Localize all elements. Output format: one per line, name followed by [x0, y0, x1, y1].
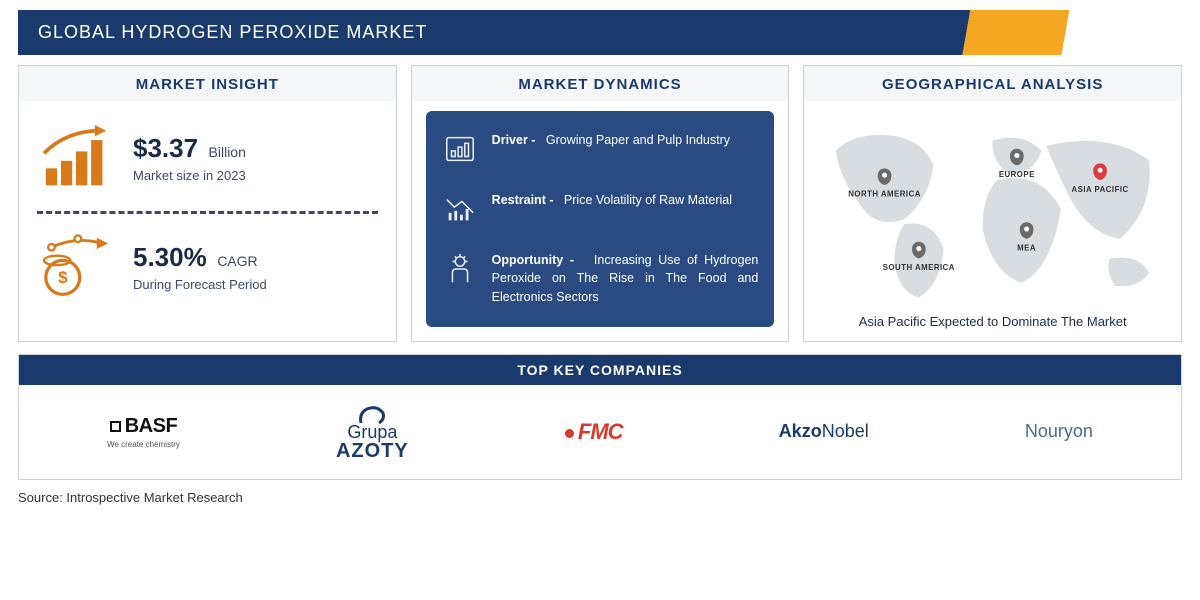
- grupa-bot: AZOTY: [336, 441, 409, 461]
- driver-label: Driver -: [492, 133, 536, 147]
- panels-row: MARKET INSIGHT $3.37 Bill: [18, 65, 1182, 342]
- map-pin-south-america: SOUTH AMERICA: [883, 242, 955, 272]
- cagr-value: 5.30%: [133, 242, 207, 272]
- cagr-sub: During Forecast Period: [133, 277, 267, 292]
- logo-fmc: FMC: [565, 419, 623, 445]
- insight-market-size-text: $3.37 Billion Market size in 2023: [133, 133, 246, 183]
- svg-text:NORTH AMERICA: NORTH AMERICA: [849, 190, 922, 199]
- driver-desc: Growing Paper and Pulp Industry: [546, 133, 730, 147]
- basf-tagline: We create chemistry: [107, 440, 180, 449]
- restraint-text: Restraint - Price Volatility of Raw Mate…: [492, 191, 732, 210]
- logo-grupa-azoty: Grupa AZOTY: [336, 403, 409, 461]
- logo-akzonobel: AkzoNobel: [779, 421, 869, 442]
- header-accent: [922, 10, 1182, 55]
- cagr-unit: CAGR: [217, 253, 257, 269]
- svg-text:MEA: MEA: [1018, 244, 1037, 253]
- world-map: NORTH AMERICA SOUTH AMERICA EUROPE MEA ASIA …: [816, 109, 1169, 310]
- companies-title: TOP KEY COMPANIES: [19, 355, 1181, 385]
- insight-cagr-text: 5.30% CAGR During Forecast Period: [133, 242, 267, 292]
- svg-text:EUROPE: EUROPE: [999, 170, 1035, 179]
- opportunity-icon: [442, 251, 478, 287]
- driver-text: Driver - Growing Paper and Pulp Industry: [492, 131, 730, 150]
- cagr-icon: $: [37, 234, 115, 300]
- insight-body: $3.37 Billion Market size in 2023 $: [19, 101, 396, 328]
- dynamics-restraint: Restraint - Price Volatility of Raw Mate…: [442, 191, 759, 227]
- restraint-icon: [442, 191, 478, 227]
- header-title: GLOBAL HYDROGEN PEROXIDE MARKET: [38, 22, 427, 42]
- restraint-desc: Price Volatility of Raw Material: [564, 193, 732, 207]
- grupa-top: Grupa: [347, 423, 397, 441]
- insight-market-size: $3.37 Billion Market size in 2023: [37, 111, 378, 205]
- svg-text:ASIA PACIFIC: ASIA PACIFIC: [1072, 185, 1129, 194]
- panel-dynamics: MARKET DYNAMICS Driver - Growing Paper a…: [411, 65, 790, 342]
- growth-chart-icon: [37, 125, 115, 191]
- market-size-sub: Market size in 2023: [133, 168, 246, 183]
- market-size-value: $3.37: [133, 133, 198, 163]
- panel-geo: GEOGRAPHICAL ANALYSIS NORTH AMERICA SOUTH…: [803, 65, 1182, 342]
- nouryon-name: Nouryon: [1025, 421, 1093, 442]
- driver-icon: [442, 131, 478, 167]
- company-logos: BASF We create chemistry Grupa AZOTY FMC…: [19, 385, 1181, 479]
- fmc-name: FMC: [578, 419, 623, 444]
- dynamics-driver: Driver - Growing Paper and Pulp Industry: [442, 131, 759, 167]
- panel-companies: TOP KEY COMPANIES BASF We create chemist…: [18, 354, 1182, 480]
- akzo-a: Akzo: [779, 421, 822, 441]
- svg-text:SOUTH AMERICA: SOUTH AMERICA: [883, 263, 955, 272]
- opportunity-text: Opportunity - Increasing Use of Hydrogen…: [492, 251, 759, 307]
- source-text: Source: Introspective Market Research: [18, 490, 1182, 505]
- logo-basf: BASF We create chemistry: [107, 415, 180, 449]
- panel-dynamics-title: MARKET DYNAMICS: [412, 66, 789, 101]
- panel-geo-title: GEOGRAPHICAL ANALYSIS: [804, 66, 1181, 101]
- panel-insight: MARKET INSIGHT $3.37 Bill: [18, 65, 397, 342]
- svg-text:$: $: [58, 268, 68, 287]
- basf-name: BASF: [125, 415, 177, 437]
- insight-divider: [37, 211, 378, 214]
- akzo-b: Nobel: [822, 421, 869, 441]
- insight-cagr: $ 5.30% CAGR During Forecast Period: [37, 220, 378, 314]
- header-bar: GLOBAL HYDROGEN PEROXIDE MARKET: [18, 10, 1182, 55]
- geo-caption: Asia Pacific Expected to Dominate The Ma…: [816, 310, 1169, 331]
- opportunity-label: Opportunity -: [492, 253, 574, 267]
- market-size-unit: Billion: [209, 144, 246, 160]
- dynamics-body: Driver - Growing Paper and Pulp Industry: [426, 111, 775, 327]
- restraint-label: Restraint -: [492, 193, 554, 207]
- geo-body: NORTH AMERICA SOUTH AMERICA EUROPE MEA ASIA …: [804, 101, 1181, 341]
- panel-insight-title: MARKET INSIGHT: [19, 66, 396, 101]
- logo-nouryon: Nouryon: [1025, 421, 1093, 442]
- dynamics-opportunity: Opportunity - Increasing Use of Hydrogen…: [442, 251, 759, 307]
